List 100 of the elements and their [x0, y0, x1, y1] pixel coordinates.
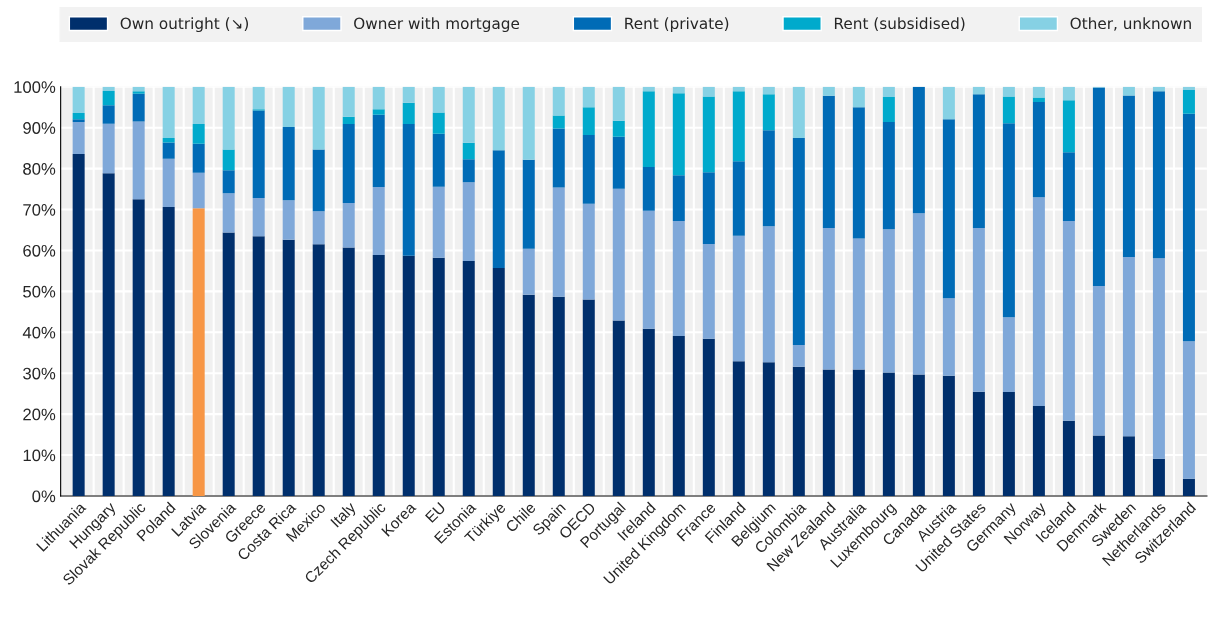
- bar: [942, 375, 955, 496]
- y-tick-label: 0%: [32, 490, 56, 503]
- bar: [402, 102, 415, 125]
- bar: [72, 121, 85, 154]
- bar: [1182, 90, 1195, 114]
- bar: [762, 226, 775, 363]
- legend-label: Owner with mortgage: [354, 17, 520, 33]
- bar: [972, 86, 985, 95]
- bar: [1062, 221, 1075, 421]
- bar: [942, 86, 955, 120]
- bar: [1032, 197, 1045, 406]
- bar: [522, 86, 535, 160]
- bar: [1002, 392, 1015, 496]
- bar: [252, 110, 265, 199]
- bar: [522, 248, 535, 295]
- bar: [882, 372, 895, 496]
- bar: [342, 116, 355, 125]
- bar: [732, 161, 745, 236]
- legend-label: Own outright (↘): [120, 17, 249, 33]
- y-tick-label: 40%: [22, 326, 56, 339]
- bar: [1032, 97, 1045, 102]
- bar: [222, 193, 235, 233]
- bar: [102, 173, 115, 496]
- bar: [372, 114, 385, 188]
- bar: [1062, 152, 1075, 222]
- bar: [762, 362, 775, 496]
- bar: [312, 149, 325, 212]
- bar: [162, 86, 175, 138]
- legend-label: Rent (subsidised): [834, 17, 965, 31]
- bar: [882, 86, 895, 98]
- bar: [582, 107, 595, 136]
- bar: [1182, 113, 1195, 342]
- bar: [102, 90, 115, 106]
- bar: [192, 86, 205, 125]
- bar: [1092, 286, 1105, 436]
- bar: [162, 158, 175, 208]
- bar: [942, 298, 955, 376]
- y-tick-label: 70%: [23, 203, 56, 216]
- bar: [282, 239, 295, 496]
- bar: [1182, 341, 1195, 479]
- bar: [312, 86, 325, 150]
- bar: [162, 207, 175, 496]
- bar: [762, 86, 775, 95]
- bar: [822, 86, 835, 96]
- bar: [1152, 258, 1165, 459]
- y-tick-label: 80%: [23, 163, 56, 175]
- legend-label: Rent (private): [625, 17, 729, 33]
- bar: [642, 328, 655, 496]
- bar: [312, 244, 325, 496]
- bar: [102, 86, 115, 91]
- bar: [882, 97, 895, 122]
- bar: [222, 170, 235, 194]
- bar: [432, 86, 445, 113]
- bar: [942, 119, 955, 299]
- bar: [462, 142, 475, 160]
- bar: [702, 172, 715, 244]
- bar: [432, 257, 445, 496]
- y-tick-label: 90%: [23, 122, 56, 134]
- bar: [492, 150, 505, 269]
- bar: [282, 86, 295, 127]
- bar: [762, 130, 775, 227]
- bar: [552, 187, 565, 297]
- bar: [1182, 478, 1195, 496]
- bar: [732, 91, 745, 162]
- bar: [702, 338, 715, 496]
- y-tick-label: 20%: [23, 408, 56, 421]
- bar: [342, 124, 355, 204]
- bar: [672, 86, 685, 94]
- bar: [852, 238, 865, 370]
- bar: [762, 94, 775, 131]
- bar: [72, 153, 85, 496]
- bar: [912, 374, 925, 496]
- y-tick-label: 100%: [14, 81, 56, 93]
- bar: [792, 345, 805, 367]
- bar: [402, 124, 415, 256]
- bar: [1002, 86, 1015, 97]
- bar: [972, 391, 985, 496]
- y-tick-label: 60%: [23, 244, 56, 257]
- bar: [642, 167, 655, 211]
- bar: [582, 299, 595, 496]
- bar: [1062, 420, 1075, 496]
- bar: [132, 93, 145, 122]
- bar: [72, 112, 85, 120]
- bar: [642, 91, 655, 167]
- bar: [462, 86, 475, 143]
- bar: [912, 213, 925, 375]
- bar: [552, 128, 565, 188]
- bar: [432, 186, 445, 258]
- y-tick-label: 30%: [23, 367, 56, 380]
- bar: [732, 361, 745, 496]
- bar: [372, 187, 385, 255]
- bar: [972, 227, 985, 392]
- bar: [102, 123, 115, 174]
- bar: [882, 121, 895, 230]
- bar: [702, 96, 715, 173]
- bar: [612, 136, 625, 189]
- bar: [1002, 317, 1015, 393]
- bar: [552, 296, 565, 496]
- bar: [222, 232, 235, 496]
- bar: [1092, 435, 1105, 496]
